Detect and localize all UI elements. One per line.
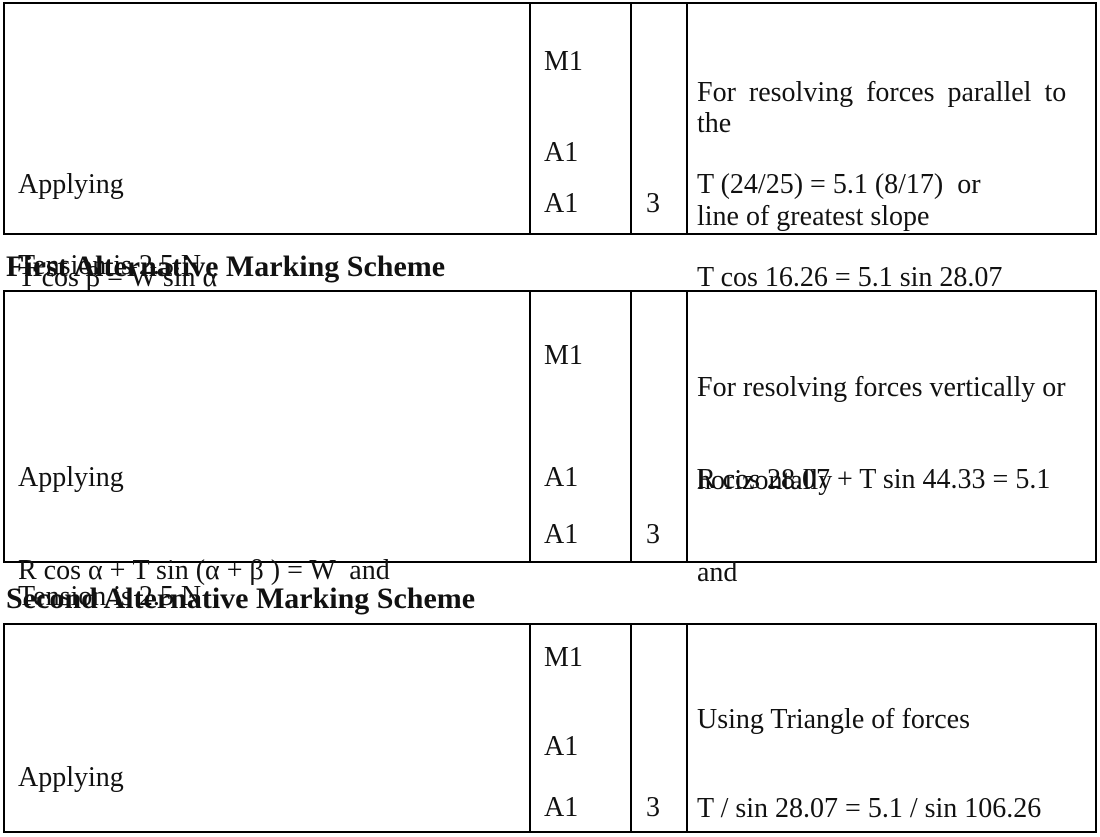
comment-block: Using Triangle of forces — [697, 642, 1085, 797]
marking-table-main: Applying T cos β = W sin α Tension is 2.… — [3, 2, 1097, 293]
comment-line: Using Triangle of forces — [697, 704, 970, 735]
total-marks: 3 — [646, 188, 660, 219]
total-marks: 3 — [646, 792, 660, 823]
total-marks: 3 — [646, 519, 660, 550]
answer-line: Tension is 2.5 N — [18, 581, 202, 612]
comment-line: T cos 16.26 = 5.1 sin 28.07 — [697, 262, 1003, 293]
answer-block: Tension is 2.5 N — [18, 792, 523, 837]
answer-block: Tension is 2.5 N — [18, 188, 523, 343]
method-working-block: Applying T cos β = W sin α — [18, 107, 523, 355]
answer-block: Tension is 2.5 N — [18, 519, 523, 674]
comment-line: R cos 28.07 + T sin 44.33 = 5.1 — [697, 464, 1051, 495]
method-working-block: Applying T / sin α = 5.1 / sin ( 90 + β … — [18, 700, 523, 837]
total-column: 3 — [630, 292, 686, 561]
marks-column: M1 A1 A1 — [529, 292, 630, 561]
working-line: R cos α + T sin (α + β ) = W and — [18, 555, 390, 586]
mark-a1: A1 — [544, 792, 579, 823]
total-column: 3 — [630, 4, 686, 233]
working-column: Applying T cos β = W sin α Tension is 2.… — [5, 4, 529, 293]
comment-block: For resolving forces vertically or horiz… — [697, 310, 1085, 558]
comment-column: For resolving forces parallel to the lin… — [686, 4, 1095, 293]
comment-block: For resolving forces parallel to the lin… — [697, 15, 1085, 294]
marks-column: M1 A1 A1 — [529, 625, 630, 831]
section-header-second-alternative: Second Alternative Marking Scheme — [6, 582, 476, 615]
mark-m1: M1 — [544, 340, 583, 371]
mark-a1: A1 — [544, 188, 579, 219]
comment-column: Using Triangle of forces T / sin 28.07 =… — [686, 625, 1095, 831]
comment-block: T / sin 28.07 = 5.1 / sin 106.26 — [697, 731, 1085, 837]
comment-line: For resolving forces parallel to the — [697, 77, 1080, 139]
comment-block: T (24/25) = 5.1 (8/17) or T cos 16.26 = … — [697, 107, 1085, 355]
marks-column: M1 A1 A1 — [529, 4, 630, 233]
section-header-first-alternative: First Alternative Marking Scheme — [6, 250, 446, 283]
working-line: Applying — [18, 462, 124, 493]
comment-line: For resolving forces vertically or — [697, 372, 1066, 403]
working-line: Applying — [18, 169, 124, 200]
mark-a1: A1 — [544, 731, 579, 762]
comment-line: T (24/25) = 5.1 (8/17) or — [697, 169, 981, 200]
working-line: T cos β = W sin α — [18, 262, 218, 293]
working-line: Applying — [18, 762, 124, 793]
mark-m1: M1 — [544, 642, 583, 673]
comment-line: line of greatest slope — [697, 201, 930, 232]
comment-line: horizontally — [697, 465, 833, 496]
marking-table-first-alternative: Applying R cos α + T sin (α + β ) = W an… — [3, 290, 1097, 681]
working-column: Applying R cos α + T sin (α + β ) = W an… — [5, 292, 529, 679]
comment-line: T / sin 28.07 = 5.1 / sin 106.26 — [697, 793, 1042, 824]
comment-column: For resolving forces vertically or horiz… — [686, 292, 1095, 681]
total-column: 3 — [630, 625, 686, 831]
answer-line: Tension is 2.5 N — [18, 250, 202, 281]
mark-a1: A1 — [544, 519, 579, 550]
marking-table-second-alternative: Applying T / sin α = 5.1 / sin ( 90 + β … — [3, 623, 1097, 833]
working-column: Applying T / sin α = 5.1 / sin ( 90 + β … — [5, 625, 529, 831]
mark-m1: M1 — [544, 46, 583, 77]
mark-a1: A1 — [544, 137, 579, 168]
mark-a1: A1 — [544, 462, 579, 493]
comment-line: and — [697, 557, 738, 588]
